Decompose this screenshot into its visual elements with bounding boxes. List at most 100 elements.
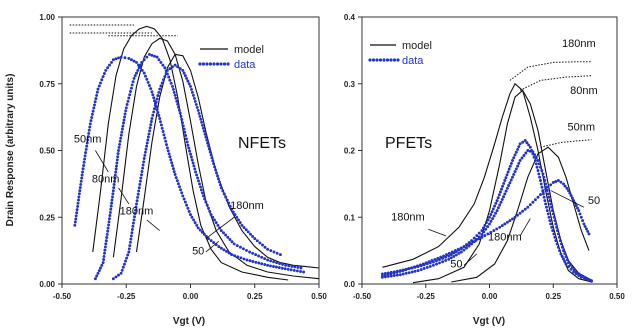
data-point [134, 208, 137, 212]
data-point [251, 260, 255, 263]
data-point [198, 182, 201, 186]
data-point [124, 259, 127, 263]
data-point [492, 214, 496, 218]
data-point [502, 195, 505, 199]
data-point [144, 74, 147, 78]
data-point [410, 270, 414, 274]
data-point [544, 182, 548, 186]
data-point [75, 211, 79, 215]
data-point [119, 55, 123, 59]
data-point [538, 175, 542, 179]
data-point [129, 90, 132, 93]
data-point [198, 228, 202, 232]
data-point [196, 176, 200, 180]
data-point [410, 266, 413, 270]
data-point [287, 264, 291, 268]
data-point [233, 254, 237, 258]
data-point [289, 268, 293, 272]
data-point [245, 248, 248, 252]
data-point [155, 97, 159, 101]
data-point [165, 143, 168, 147]
data-point [444, 259, 448, 262]
data-point [228, 238, 232, 241]
data-point [213, 218, 216, 222]
data-point [209, 153, 213, 157]
data-point [428, 264, 432, 268]
data-point [90, 112, 94, 116]
data-point [570, 196, 574, 200]
data-point [518, 211, 522, 215]
data-point [195, 173, 199, 177]
data-point [541, 172, 545, 176]
pfet-legend: model data [368, 40, 432, 67]
data-point [171, 65, 174, 69]
data-point [97, 84, 101, 88]
data-point [167, 152, 171, 156]
data-point [177, 105, 180, 109]
data-point [217, 180, 221, 184]
data-point [505, 186, 509, 190]
data-point [486, 225, 490, 229]
data-point [192, 96, 196, 100]
data-point [231, 210, 235, 214]
legend-data-swatch [198, 62, 230, 66]
data-point [94, 97, 98, 101]
data-point [131, 80, 135, 84]
data-point [230, 253, 234, 257]
data-point [224, 195, 228, 199]
data-point [424, 261, 428, 265]
data-point [261, 243, 264, 247]
data-point [162, 133, 166, 137]
data-point [137, 66, 141, 70]
data-point [490, 210, 494, 214]
data-point [171, 164, 174, 168]
data-point [496, 196, 500, 200]
data-point [248, 259, 252, 263]
legend-dot [208, 62, 213, 66]
data-point [383, 273, 387, 277]
data-point [104, 242, 108, 246]
legend-dot [382, 58, 386, 62]
data-point [492, 229, 496, 233]
data-point [151, 93, 155, 97]
data-point [140, 170, 144, 173]
data-point [395, 270, 399, 274]
data-point [145, 141, 149, 145]
data-point [550, 225, 554, 229]
data-point [563, 184, 567, 188]
data-point [164, 139, 168, 143]
data-point [203, 132, 207, 136]
data-point [140, 60, 144, 64]
data-point [165, 146, 169, 150]
y-tick-label: 0.3 [344, 80, 356, 89]
data-point [520, 156, 524, 160]
data-point [128, 244, 132, 248]
x-tick-label: 0.25 [247, 292, 263, 301]
data-point [178, 67, 182, 71]
data-point [494, 211, 498, 215]
data-point [158, 117, 162, 120]
data-point [169, 158, 173, 162]
legend-data-swatch [368, 58, 400, 62]
data-point [404, 268, 408, 272]
data-point [147, 52, 151, 56]
pfet-panel-label: PFETs [385, 135, 432, 152]
data-point [157, 90, 161, 94]
data-point [145, 55, 149, 59]
annotation-leader [428, 228, 447, 237]
data-point [506, 170, 510, 174]
data-point [579, 215, 583, 219]
data-point [254, 260, 258, 264]
data-point [558, 239, 562, 243]
data-point [228, 204, 232, 208]
data-point [171, 167, 175, 171]
data-point [119, 133, 123, 137]
data-point [102, 72, 106, 75]
data-point [260, 262, 264, 266]
data-point [528, 149, 532, 153]
data-point [150, 53, 154, 57]
data-point [141, 163, 145, 167]
curve-annotation: 50 [192, 246, 204, 258]
data-point [495, 227, 499, 231]
